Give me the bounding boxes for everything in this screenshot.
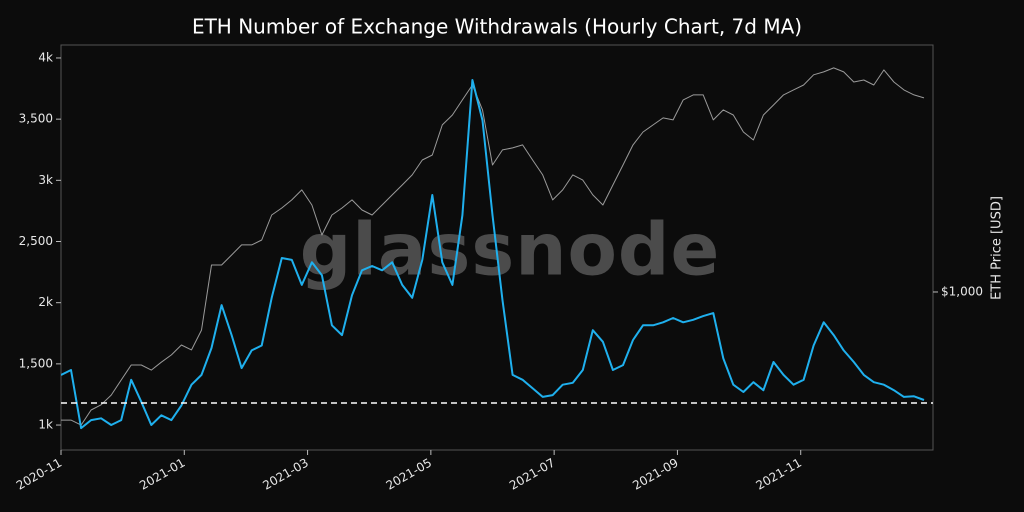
price-line xyxy=(61,67,925,426)
plot-frame xyxy=(60,44,934,451)
y-tick-label: 2k xyxy=(38,295,53,309)
y2-tick-label: $1,000 xyxy=(941,284,983,298)
chart-title: ETH Number of Exchange Withdrawals (Hour… xyxy=(192,15,802,39)
y-tick-label: 1k xyxy=(38,418,53,432)
watermark: glassnode xyxy=(300,208,721,292)
withdrawals-line xyxy=(61,79,925,430)
y2-axis-label: ETH Price [USD] xyxy=(990,196,1005,300)
y-tick-label: 1,500 xyxy=(19,356,53,370)
y-tick-label: 3k xyxy=(38,173,53,187)
y-tick-label: 3,500 xyxy=(19,112,53,126)
y-tick-label: 2,500 xyxy=(19,234,53,248)
y-tick-label: 4k xyxy=(38,50,53,64)
